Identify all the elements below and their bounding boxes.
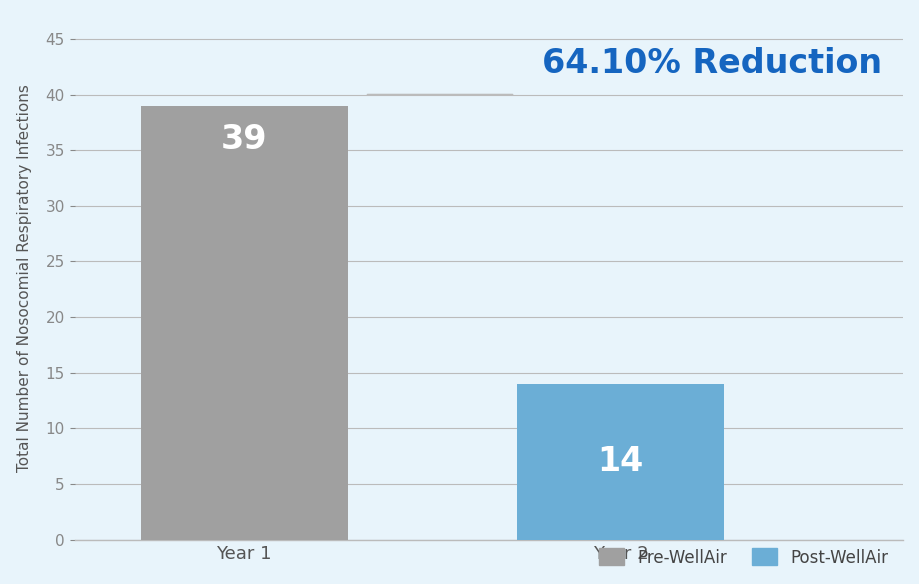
Text: 39: 39 [221,123,267,155]
Bar [141,106,347,540]
Text: 64.10% Reduction: 64.10% Reduction [542,47,881,80]
Legend: Pre-WellAir, Post-WellAir: Pre-WellAir, Post-WellAir [592,542,894,573]
Y-axis label: Total Number of Nosocomial Respiratory Infections: Total Number of Nosocomial Respiratory I… [17,84,31,472]
Text: 14: 14 [597,445,643,478]
Bar [516,384,723,540]
